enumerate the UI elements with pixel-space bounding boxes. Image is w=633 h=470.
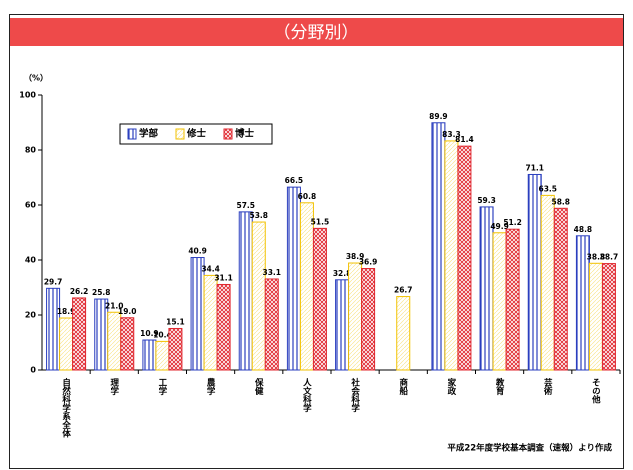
value-label: 38.9 — [346, 252, 365, 261]
bar — [505, 228, 520, 371]
value-label: 51.5 — [311, 217, 330, 226]
x-tick-label: 工学 — [157, 378, 167, 396]
value-label: 48.8 — [574, 225, 593, 234]
value-label: 59.3 — [477, 196, 496, 205]
value-label: 32.8 — [333, 269, 352, 278]
bar — [361, 268, 376, 371]
bar — [396, 296, 411, 371]
value-label: 58.8 — [551, 197, 570, 206]
bar — [286, 186, 301, 371]
bar — [59, 317, 74, 371]
bar — [431, 122, 446, 371]
value-label: 49.9 — [490, 222, 509, 231]
value-label: 51.2 — [503, 218, 522, 227]
value-label: 53.8 — [249, 211, 268, 220]
bar — [72, 297, 87, 371]
value-label: 18.9 — [57, 307, 76, 316]
value-label: 81.4 — [455, 135, 474, 144]
x-tick-label: その他 — [590, 378, 601, 404]
x-tick-label: 自然科学系全体 — [61, 377, 72, 438]
y-tick-label: 0 — [30, 366, 36, 375]
bar — [190, 257, 205, 371]
x-tick-label: 家政 — [446, 377, 456, 396]
bar — [540, 194, 555, 371]
legend-swatch — [127, 128, 137, 140]
x-tick-label: 農学 — [205, 377, 215, 396]
value-label: 25.8 — [92, 288, 111, 297]
value-label: 31.1 — [214, 273, 233, 282]
x-tick-label: 人文科学 — [301, 377, 311, 413]
bar — [251, 221, 266, 371]
value-label: 36.9 — [359, 258, 378, 267]
bar — [335, 279, 350, 371]
bar — [527, 173, 542, 371]
x-tick-label: 教育 — [494, 377, 505, 396]
bar — [46, 287, 61, 371]
y-tick-label: 60 — [25, 201, 37, 210]
value-label: 63.5 — [538, 184, 557, 193]
value-label: 21.0 — [105, 301, 124, 310]
bar — [479, 206, 494, 371]
bar — [203, 274, 218, 371]
value-label: 38.7 — [600, 253, 619, 262]
bar — [553, 207, 568, 371]
bar — [492, 232, 507, 371]
value-label: 26.7 — [394, 286, 413, 295]
value-label: 29.7 — [44, 277, 63, 286]
y-tick-label: 20 — [25, 311, 37, 320]
value-label: 40.9 — [188, 247, 207, 256]
bar — [601, 263, 616, 371]
x-tick-label: 社会科学 — [350, 377, 361, 413]
bar — [299, 202, 314, 371]
bar — [348, 262, 363, 371]
value-label: 60.8 — [298, 192, 317, 201]
value-label: 10.9 — [140, 329, 159, 338]
value-label: 19.0 — [118, 307, 137, 316]
x-tick-label: 芸術 — [542, 377, 553, 396]
bar — [155, 340, 170, 371]
legend — [119, 123, 273, 145]
legend-label: 博士 — [235, 128, 255, 140]
x-tick-label: 保健 — [253, 377, 264, 396]
bar — [142, 339, 157, 371]
value-label: 26.2 — [70, 287, 89, 296]
legend-swatch — [223, 128, 233, 140]
title-banner — [10, 18, 623, 46]
bar — [444, 140, 459, 371]
y-tick-label: 80 — [25, 146, 37, 155]
y-unit: （%） — [24, 73, 48, 83]
legend-label: 修士 — [186, 128, 207, 140]
y-tick-label: 40 — [25, 256, 37, 265]
value-label: 66.5 — [285, 176, 304, 185]
value-label: 10.4 — [153, 330, 172, 339]
bar — [120, 317, 135, 371]
bar — [588, 262, 603, 371]
source-note: 平成22年度学校基本調査（速報）より作成 — [447, 443, 612, 454]
bar — [238, 211, 253, 371]
bar — [457, 145, 472, 371]
legend-swatch — [175, 128, 185, 140]
value-label: 83.3 — [442, 130, 461, 139]
chart-title: （分野別） — [274, 23, 359, 43]
value-label: 15.1 — [166, 317, 185, 326]
bar — [168, 327, 183, 371]
legend-label: 学部 — [139, 128, 159, 140]
bar — [264, 278, 279, 371]
value-label: 57.5 — [236, 201, 255, 210]
value-label: 89.9 — [429, 112, 448, 121]
y-tick-label: 100 — [19, 91, 36, 100]
value-label: 34.4 — [201, 264, 220, 273]
bar — [312, 227, 327, 371]
value-label: 71.1 — [525, 163, 544, 172]
value-label: 38.8 — [587, 252, 606, 261]
x-tick-label: 商船 — [398, 377, 408, 396]
x-tick-label: 理学 — [109, 378, 119, 396]
bar — [216, 283, 231, 371]
bar — [107, 311, 122, 371]
value-label: 33.1 — [262, 268, 281, 277]
